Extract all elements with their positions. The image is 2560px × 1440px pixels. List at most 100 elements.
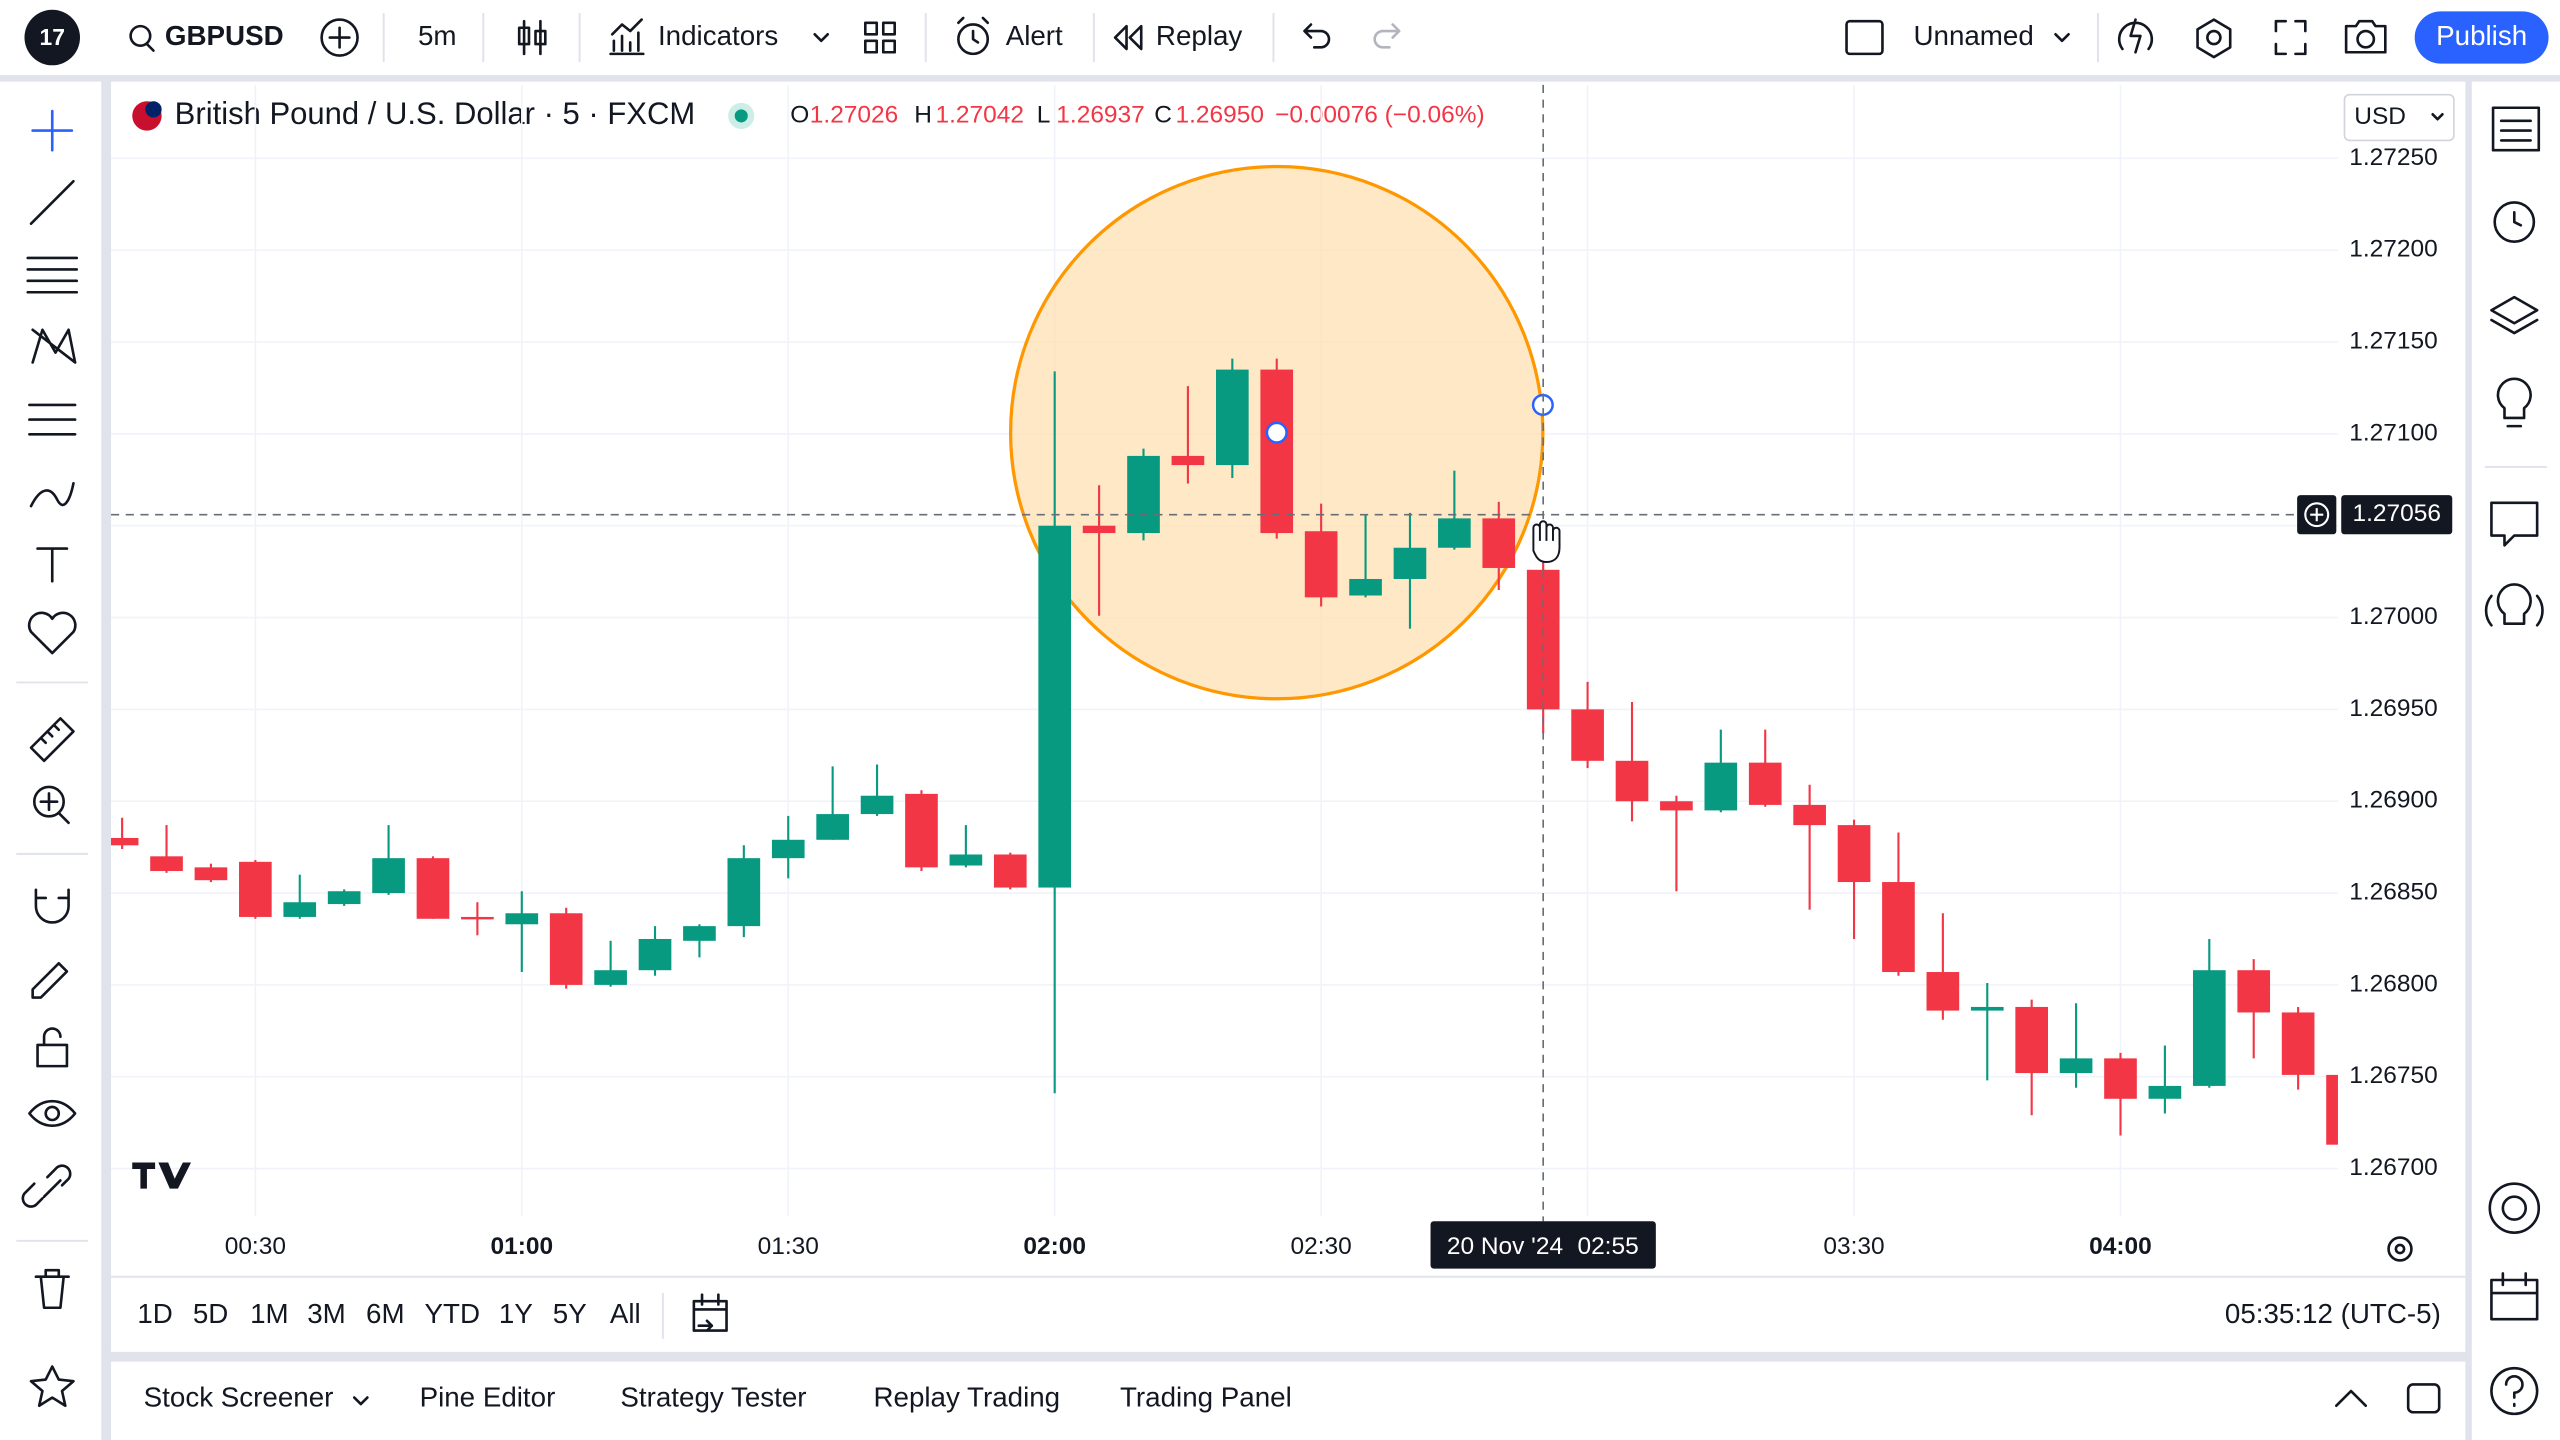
y-tick-label: 1.27000 <box>2349 603 2437 630</box>
logo-mark: 17 <box>40 24 65 50</box>
indicators-button[interactable]: Indicators <box>658 20 778 51</box>
publish-button[interactable] <box>2414 11 2549 64</box>
search-icon <box>129 24 152 48</box>
candle-body <box>1704 762 1738 811</box>
replay-button[interactable]: Replay <box>1156 20 1243 51</box>
compare-button[interactable] <box>320 18 359 57</box>
x-tick-label: 02:00 <box>1023 1233 1086 1260</box>
candle-body <box>1571 709 1604 761</box>
candle-body <box>1038 525 1072 888</box>
legend-value: 1.27026 <box>810 101 898 128</box>
chevron[interactable] <box>2054 32 2070 43</box>
range-button[interactable]: 1M <box>250 1298 289 1329</box>
candle-body <box>505 913 539 925</box>
add-alert-icon <box>2310 508 2324 522</box>
legend-change: −0.00076 (−0.06%) <box>1275 101 1485 128</box>
range-button[interactable]: 3M <box>307 1298 346 1329</box>
text-tool[interactable] <box>36 547 69 583</box>
symbol-description[interactable]: British Pound / U.S. Dollar · 5 · FXCM <box>175 96 696 131</box>
dom-icon <box>2501 1195 2528 1221</box>
bottom-tab[interactable]: Stock Screener <box>144 1382 334 1413</box>
layout-name[interactable]: Unnamed <box>1913 20 2033 51</box>
lock-tool[interactable] <box>36 1027 69 1068</box>
range-button[interactable]: All <box>610 1298 641 1329</box>
snapshot-button[interactable] <box>2344 19 2387 54</box>
settings-icon <box>2206 29 2222 46</box>
range-button[interactable]: 5Y <box>553 1298 587 1329</box>
trend-line-tool[interactable] <box>29 179 75 225</box>
redo-button[interactable] <box>1373 23 1401 49</box>
crosshair-tool[interactable] <box>31 109 74 152</box>
calendar-button[interactable] <box>2490 1272 2539 1321</box>
y-tick-label: 1.27100 <box>2349 419 2437 446</box>
range-button[interactable]: 1Y <box>499 1298 533 1329</box>
symbol-search[interactable]: GBPUSD <box>129 20 284 52</box>
range-button[interactable]: 5D <box>193 1298 228 1329</box>
settings-button[interactable] <box>2196 18 2232 59</box>
measure-tool[interactable] <box>29 717 75 763</box>
candle-body <box>2059 1058 2093 1074</box>
chevron[interactable] <box>352 1396 369 1406</box>
interval[interactable]: 5m <box>418 20 457 51</box>
maximize-button[interactable] <box>2406 1383 2441 1414</box>
range-button[interactable]: 1D <box>137 1298 172 1329</box>
cursor <box>1532 520 1561 564</box>
market-status-dot <box>734 109 748 123</box>
bottom-tab[interactable]: Pine Editor <box>420 1382 556 1413</box>
candle-body <box>1748 762 1782 805</box>
dom-button[interactable] <box>2488 1182 2541 1234</box>
crosshair-time: 02:55 <box>1577 1233 1638 1260</box>
lock-drawing-tool[interactable] <box>31 961 69 999</box>
brush-tool[interactable] <box>29 481 75 508</box>
chevron[interactable] <box>813 32 830 43</box>
legend-value: 1.26950 <box>1176 101 1264 128</box>
bottom-tab[interactable]: Strategy Tester <box>620 1382 806 1413</box>
candle-body <box>2326 1074 2338 1145</box>
magnet-tool[interactable] <box>34 888 70 924</box>
object-tree-button[interactable] <box>2490 295 2539 335</box>
candle-body <box>1482 518 1516 568</box>
undo-button[interactable] <box>1303 23 1331 49</box>
alert-button[interactable]: Alert <box>1006 20 1063 51</box>
ideas-button[interactable] <box>2496 377 2532 428</box>
visibility-tool[interactable] <box>28 1099 77 1128</box>
candle-body <box>993 854 1027 888</box>
zoom-tool[interactable] <box>32 785 65 818</box>
axis-settings[interactable] <box>2387 1236 2413 1262</box>
range-button[interactable]: 6M <box>366 1298 405 1329</box>
fib-tool[interactable] <box>26 256 79 294</box>
pattern-tool[interactable] <box>31 328 77 364</box>
currency-select[interactable] <box>2343 93 2455 142</box>
link-tool[interactable] <box>21 1164 72 1208</box>
candle-body <box>1171 455 1205 466</box>
prediction-tool[interactable] <box>28 403 77 436</box>
bottom-tab[interactable]: Replay Trading <box>873 1382 1060 1413</box>
candle-body <box>194 867 228 881</box>
streams-button[interactable] <box>2484 583 2544 627</box>
alerts-button[interactable] <box>2493 201 2536 243</box>
go-to-date-button[interactable] <box>692 1293 728 1332</box>
bottom-tab[interactable]: Trading Panel <box>1120 1382 1292 1413</box>
chart-type-button[interactable] <box>517 19 547 56</box>
delete-tool[interactable] <box>34 1268 70 1310</box>
logo[interactable] <box>24 9 80 66</box>
x-tick-label: 00:30 <box>225 1233 286 1260</box>
help-button[interactable] <box>2490 1366 2539 1416</box>
drawing-handle[interactable] <box>1265 421 1288 444</box>
candle-body <box>150 856 183 872</box>
candle-body <box>549 913 583 985</box>
chat-button[interactable] <box>2490 501 2539 547</box>
favorites-tool[interactable] <box>29 1365 75 1408</box>
range-button[interactable]: YTD <box>424 1298 480 1329</box>
collapse-button[interactable] <box>2335 1389 2368 1408</box>
quick-search-button[interactable] <box>2117 18 2154 54</box>
clock[interactable]: 05:35:12 (UTC-5) <box>2225 1298 2441 1329</box>
layout-icon <box>1845 19 1884 56</box>
candle-body <box>283 902 317 917</box>
help-icon <box>2504 1375 2524 1408</box>
icon-tool[interactable] <box>27 611 77 655</box>
fullscreen-button[interactable] <box>2274 19 2307 56</box>
layouts-button[interactable] <box>864 21 897 54</box>
watchlist-button[interactable] <box>2491 106 2541 152</box>
